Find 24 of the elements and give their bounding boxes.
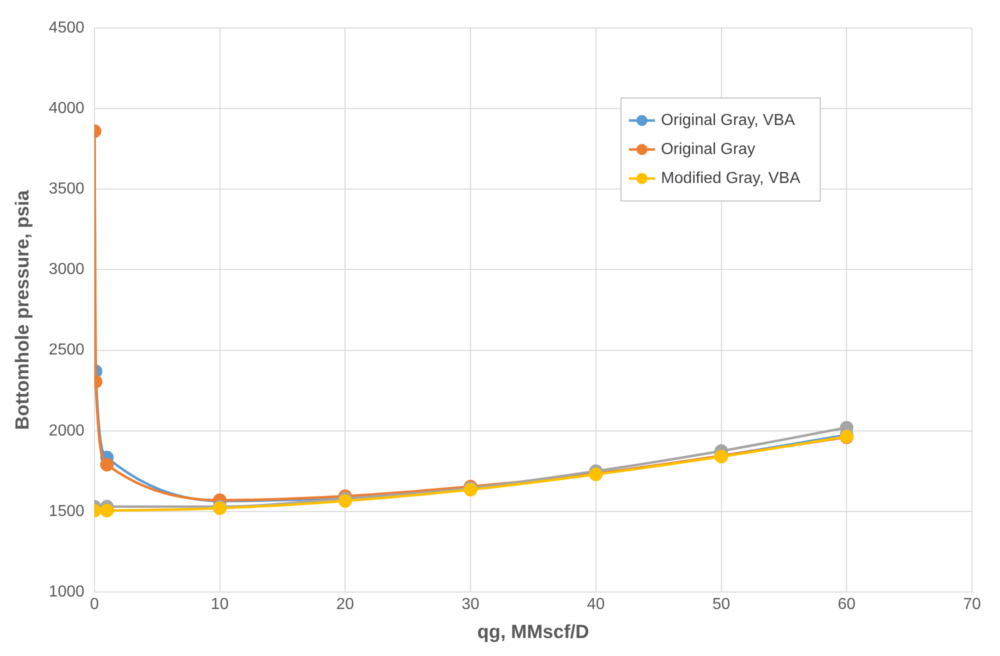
x-tick-label: 60: [838, 596, 856, 614]
x-tick-label: 40: [586, 596, 605, 614]
y-tick-label: 3000: [48, 261, 84, 278]
y-tick-label: 1500: [48, 502, 84, 520]
x-tick-label: 10: [210, 596, 229, 614]
point: [338, 494, 352, 508]
point: [100, 504, 114, 518]
y-tick-label: 3500: [48, 180, 84, 198]
y-tick-label: 4500: [48, 19, 84, 36]
legend-label: Original Gray, VBA: [660, 112, 796, 129]
y-tick-label: 2500: [48, 342, 84, 359]
x-axis-title: qg, MMscf/D: [477, 622, 590, 643]
x-tick-label: 20: [336, 596, 354, 614]
point: [100, 458, 114, 472]
x-tick-label: 30: [462, 596, 480, 614]
legend-label: Original Gray: [660, 140, 756, 158]
y-tick-label: 1000: [48, 583, 84, 600]
x-tick-label: 50: [712, 596, 730, 614]
y-tick-label: 2000: [48, 422, 84, 440]
x-tick-label: 0: [90, 596, 99, 614]
x-tick-label: 70: [963, 596, 981, 614]
y-axis-title: Bottomhole pressure, psia: [12, 190, 34, 430]
y-tick-label: 4000: [48, 100, 84, 117]
legend-label: Modified Gray, VBA: [660, 170, 801, 187]
